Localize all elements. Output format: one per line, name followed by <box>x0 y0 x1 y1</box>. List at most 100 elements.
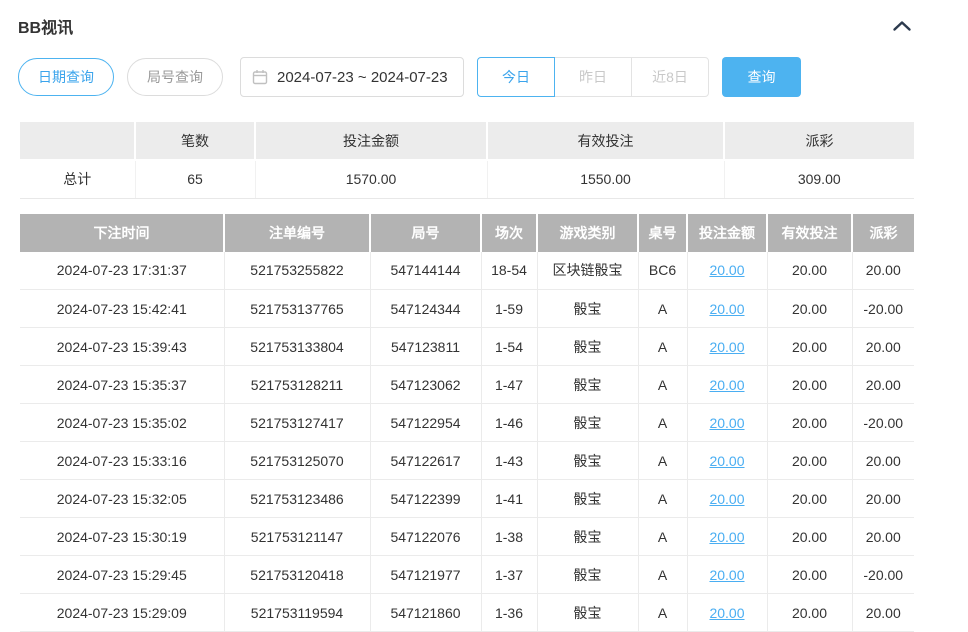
cell-table-id: A <box>638 290 687 328</box>
cell-session: 1-59 <box>481 290 537 328</box>
col-header-bet-time: 下注时间 <box>20 214 224 252</box>
cell-bet-id: 521753127417 <box>224 404 370 442</box>
cell-payout: 20.00 <box>852 442 914 480</box>
cell-bet-time: 2024-07-23 15:39:43 <box>20 328 224 366</box>
cell-round-id: 547144144 <box>370 252 481 290</box>
cell-game-type: 区块链骰宝 <box>537 252 638 290</box>
col-header-game-type: 游戏类别 <box>537 214 638 252</box>
cell-bet-amount: 20.00 <box>687 518 767 556</box>
date-range-value: 2024-07-23 ~ 2024-07-23 <box>277 69 448 86</box>
cell-bet-id: 521753255822 <box>224 252 370 290</box>
cell-round-id: 547124344 <box>370 290 481 328</box>
col-header-bet-id: 注单编号 <box>224 214 370 252</box>
last8days-button[interactable]: 近8日 <box>631 57 709 97</box>
summary-count: 65 <box>135 160 255 198</box>
cell-bet-time: 2024-07-23 15:42:41 <box>20 290 224 328</box>
cell-bet-amount: 20.00 <box>687 328 767 366</box>
cell-game-type: 骰宝 <box>537 404 638 442</box>
cell-table-id: A <box>638 442 687 480</box>
cell-table-id: A <box>638 328 687 366</box>
bet-amount-link[interactable]: 20.00 <box>709 262 744 278</box>
cell-payout: -20.00 <box>852 556 914 594</box>
col-header-valid-bet: 有效投注 <box>767 214 852 252</box>
cell-round-id: 547122954 <box>370 404 481 442</box>
cell-session: 1-36 <box>481 594 537 632</box>
cell-table-id: A <box>638 366 687 404</box>
summary-header-row: 笔数投注金额有效投注派彩 <box>20 122 914 160</box>
cell-game-type: 骰宝 <box>537 518 638 556</box>
date-range-picker[interactable]: 2024-07-23 ~ 2024-07-23 <box>240 57 464 97</box>
cell-table-id: A <box>638 556 687 594</box>
cell-bet-id: 521753137765 <box>224 290 370 328</box>
summary-col-header <box>20 122 135 160</box>
summary-col-header: 有效投注 <box>487 122 724 160</box>
bet-amount-link[interactable]: 20.00 <box>709 377 744 393</box>
cell-valid-bet: 20.00 <box>767 290 852 328</box>
bet-amount-link[interactable]: 20.00 <box>709 491 744 507</box>
cell-table-id: BC6 <box>638 252 687 290</box>
cell-session: 1-46 <box>481 404 537 442</box>
cell-round-id: 547122076 <box>370 518 481 556</box>
cell-game-type: 骰宝 <box>537 594 638 632</box>
cell-table-id: A <box>638 404 687 442</box>
cell-bet-id: 521753120418 <box>224 556 370 594</box>
cell-table-id: A <box>638 594 687 632</box>
bet-amount-link[interactable]: 20.00 <box>709 301 744 317</box>
summary-valid-bet: 1550.00 <box>487 160 724 198</box>
cell-round-id: 547123062 <box>370 366 481 404</box>
cell-session: 1-38 <box>481 518 537 556</box>
summary-payout: 309.00 <box>724 160 914 198</box>
cell-valid-bet: 20.00 <box>767 556 852 594</box>
cell-table-id: A <box>638 518 687 556</box>
cell-valid-bet: 20.00 <box>767 328 852 366</box>
cell-bet-amount: 20.00 <box>687 252 767 290</box>
bet-table-header-row: 下注时间注单编号局号场次游戏类别桌号投注金额有效投注派彩 <box>20 214 914 252</box>
cell-bet-id: 521753125070 <box>224 442 370 480</box>
cell-bet-amount: 20.00 <box>687 366 767 404</box>
yesterday-button[interactable]: 昨日 <box>554 57 632 97</box>
cell-game-type: 骰宝 <box>537 328 638 366</box>
summary-table: 笔数投注金额有效投注派彩 总计 65 1570.00 1550.00 309.0… <box>20 122 914 199</box>
cell-bet-time: 2024-07-23 15:29:09 <box>20 594 224 632</box>
chevron-up-icon[interactable] <box>892 20 912 32</box>
bet-amount-link[interactable]: 20.00 <box>709 339 744 355</box>
cell-bet-amount: 20.00 <box>687 594 767 632</box>
cell-bet-time: 2024-07-23 15:32:05 <box>20 480 224 518</box>
calendar-icon <box>252 69 268 85</box>
cell-bet-time: 2024-07-23 15:29:45 <box>20 556 224 594</box>
search-button[interactable]: 查询 <box>722 57 801 97</box>
cell-bet-id: 521753133804 <box>224 328 370 366</box>
cell-bet-id: 521753121147 <box>224 518 370 556</box>
cell-game-type: 骰宝 <box>537 366 638 404</box>
bet-amount-link[interactable]: 20.00 <box>709 529 744 545</box>
cell-bet-time: 2024-07-23 17:31:37 <box>20 252 224 290</box>
cell-game-type: 骰宝 <box>537 480 638 518</box>
summary-col-header: 笔数 <box>135 122 255 160</box>
bet-amount-link[interactable]: 20.00 <box>709 415 744 431</box>
cell-session: 1-54 <box>481 328 537 366</box>
bet-amount-link[interactable]: 20.00 <box>709 605 744 621</box>
bet-amount-link[interactable]: 20.00 <box>709 567 744 583</box>
cell-round-id: 547122617 <box>370 442 481 480</box>
panel-header: BB视讯 <box>0 0 968 38</box>
bet-amount-link[interactable]: 20.00 <box>709 453 744 469</box>
cell-session: 1-47 <box>481 366 537 404</box>
col-header-session: 场次 <box>481 214 537 252</box>
today-button[interactable]: 今日 <box>477 57 555 97</box>
cell-round-id: 547121860 <box>370 594 481 632</box>
summary-bet-amount: 1570.00 <box>255 160 487 198</box>
cell-game-type: 骰宝 <box>537 290 638 328</box>
cell-bet-time: 2024-07-23 15:35:37 <box>20 366 224 404</box>
cell-round-id: 547121977 <box>370 556 481 594</box>
date-query-tab[interactable]: 日期查询 <box>18 58 114 96</box>
round-query-tab[interactable]: 局号查询 <box>127 58 223 96</box>
cell-payout: 20.00 <box>852 366 914 404</box>
cell-session: 1-37 <box>481 556 537 594</box>
